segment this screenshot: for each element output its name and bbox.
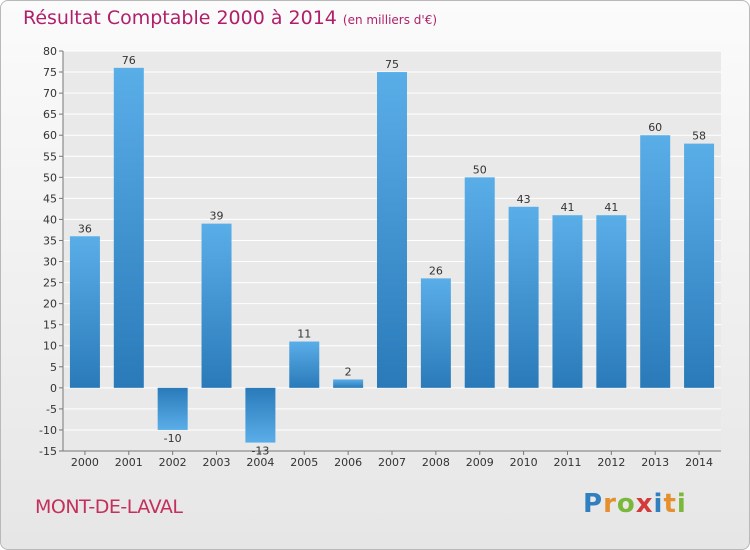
bar-value-label: 60 (648, 121, 662, 134)
bar-value-label: 75 (385, 58, 399, 71)
chart-subtitle: (en milliers d'€) (342, 13, 438, 27)
bar (552, 215, 583, 388)
y-tick-label: 25 (43, 277, 57, 290)
bar (464, 177, 495, 388)
y-tick-label: 40 (43, 213, 57, 226)
bar-value-label: 36 (78, 222, 92, 235)
x-tick-label: 2013 (641, 456, 669, 469)
bar-value-label: -10 (164, 432, 182, 445)
y-tick-label: 50 (43, 171, 57, 184)
bar-value-label: 39 (210, 210, 224, 223)
bar-value-label: 50 (473, 163, 487, 176)
y-tick-label: 45 (43, 192, 57, 205)
y-tick-label: 10 (43, 340, 57, 353)
bar (69, 236, 100, 388)
x-tick-label: 2003 (203, 456, 231, 469)
y-tick-label: -10 (39, 424, 57, 437)
bar-value-label: 58 (692, 130, 706, 143)
bar (684, 143, 715, 388)
bar (420, 278, 451, 388)
bar (113, 67, 144, 388)
x-tick-label: 2005 (290, 456, 318, 469)
bar-value-label: 41 (604, 201, 618, 214)
x-tick-label: 2001 (115, 456, 143, 469)
proxiti-logo[interactable]: Proxiti (583, 489, 687, 519)
x-tick-label: 2000 (71, 456, 99, 469)
y-tick-label: 75 (43, 66, 57, 79)
bar (508, 206, 539, 388)
x-tick-label: 2008 (422, 456, 450, 469)
bar-value-label: 43 (517, 193, 531, 206)
chart-title: Résultat Comptable 2000 à 2014 (en millie… (23, 7, 437, 29)
bar-value-label: 41 (560, 201, 574, 214)
bar (596, 215, 627, 388)
y-tick-label: 35 (43, 234, 57, 247)
y-tick-label: 15 (43, 319, 57, 332)
y-tick-label: 70 (43, 87, 57, 100)
chart-title-text: Résultat Comptable 2000 à 2014 (23, 7, 337, 29)
bar (640, 135, 671, 388)
bar-value-label: 26 (429, 264, 443, 277)
x-tick-label: 2007 (378, 456, 406, 469)
x-tick-label: 2006 (334, 456, 362, 469)
y-tick-label: 20 (43, 298, 57, 311)
x-tick-label: 2010 (510, 456, 538, 469)
bar (201, 223, 232, 388)
bar (157, 387, 188, 430)
x-tick-label: 2002 (159, 456, 187, 469)
bar-value-label: 11 (297, 328, 311, 341)
y-tick-label: -5 (46, 403, 57, 416)
bar (289, 341, 320, 388)
bar (333, 379, 364, 388)
bar (377, 72, 407, 388)
x-tick-label: 2014 (685, 456, 713, 469)
y-tick-label: 0 (50, 382, 57, 395)
bar-value-label: 2 (345, 365, 352, 378)
x-tick-label: 2012 (597, 456, 625, 469)
y-tick-label: 30 (43, 256, 57, 269)
y-tick-label: -15 (39, 445, 57, 458)
y-tick-label: 5 (50, 361, 57, 374)
bar-value-label: 76 (122, 54, 136, 67)
x-tick-label: 2004 (246, 456, 274, 469)
bar (245, 387, 276, 443)
y-tick-label: 80 (43, 45, 57, 58)
commune-name: MONT-DE-LAVAL (35, 496, 183, 518)
y-tick-label: 55 (43, 150, 57, 163)
y-tick-label: 65 (43, 108, 57, 121)
y-tick-label: 60 (43, 129, 57, 142)
x-tick-label: 2011 (553, 456, 581, 469)
x-tick-label: 2009 (466, 456, 494, 469)
